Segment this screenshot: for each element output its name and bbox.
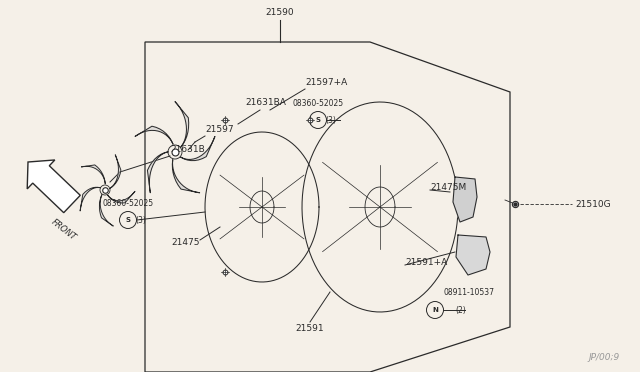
Text: (2): (2)	[455, 305, 466, 314]
Polygon shape	[28, 160, 80, 213]
Polygon shape	[135, 126, 173, 144]
Text: 21475: 21475	[172, 237, 200, 247]
Polygon shape	[147, 152, 168, 193]
Text: (3): (3)	[135, 215, 146, 224]
Polygon shape	[80, 187, 100, 211]
Text: 21631BA: 21631BA	[245, 98, 286, 107]
Polygon shape	[453, 177, 477, 222]
Polygon shape	[456, 235, 490, 275]
Polygon shape	[110, 155, 121, 188]
Text: 08911-10537: 08911-10537	[443, 288, 494, 297]
Text: 08360-52025: 08360-52025	[292, 99, 344, 108]
Polygon shape	[99, 195, 113, 226]
Text: 21597: 21597	[205, 125, 234, 134]
Text: 21590: 21590	[266, 8, 294, 17]
Text: N: N	[432, 307, 438, 313]
Text: 08360-52025: 08360-52025	[102, 199, 154, 208]
Text: (3): (3)	[325, 115, 336, 125]
Polygon shape	[172, 160, 200, 193]
Text: S: S	[125, 217, 131, 223]
Polygon shape	[81, 165, 105, 184]
Polygon shape	[180, 137, 215, 161]
Text: 21510G: 21510G	[575, 199, 611, 208]
Text: S: S	[316, 117, 321, 123]
Polygon shape	[108, 191, 135, 203]
Polygon shape	[175, 102, 189, 147]
Text: FRONT: FRONT	[50, 217, 78, 242]
Text: 21597+A: 21597+A	[305, 78, 348, 87]
Text: 21591: 21591	[296, 324, 324, 333]
Text: 21475M: 21475M	[430, 183, 467, 192]
Text: 21591+A: 21591+A	[405, 258, 447, 267]
Text: 21631B: 21631B	[170, 145, 205, 154]
Text: JP/00;9: JP/00;9	[589, 353, 620, 362]
